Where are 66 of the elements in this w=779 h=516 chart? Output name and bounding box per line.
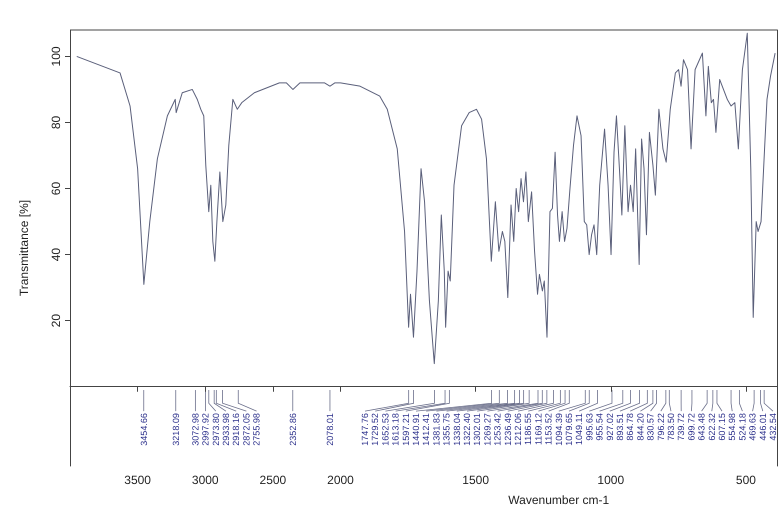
x-tick-label: 1500	[462, 473, 490, 487]
annotation: 2918.16	[231, 413, 242, 446]
annotation: 1186.55	[523, 413, 534, 446]
annotation: 2872.05	[241, 413, 252, 446]
annotation: 432.54	[768, 413, 778, 441]
annotation: 864.78	[625, 413, 636, 441]
annotation: 699.72	[686, 413, 696, 441]
annotation: 995.63	[584, 413, 594, 441]
x-tick-label: 3500	[124, 473, 152, 487]
annotation: 3218.09	[170, 413, 181, 446]
annotation: 955.54	[594, 413, 605, 441]
annotation: 893.51	[615, 413, 625, 441]
annotation: 1613.18	[390, 413, 401, 446]
annotation: 1338.04	[452, 413, 462, 446]
x-tick-label: 1000	[597, 473, 624, 487]
x-tick-label: 500	[736, 473, 756, 487]
annotation: 643.48	[696, 413, 707, 441]
annotation: 2755.98	[252, 413, 262, 446]
y-tick-label: 20	[49, 314, 63, 328]
annotation: 1729.52	[370, 413, 380, 446]
x-tick-label: 2000	[327, 473, 354, 487]
annotation: 446.01	[758, 413, 768, 441]
annotation: 1440.91	[411, 413, 421, 446]
annotation: 1597.21	[400, 413, 411, 446]
annotation: 1269.27	[482, 413, 492, 446]
annotation: 739.72	[676, 413, 686, 441]
annotation: 622.32	[706, 413, 717, 441]
annotation: 2933.98	[220, 413, 231, 446]
annotation: 783.50	[666, 413, 676, 441]
annotation: 1153.52	[544, 413, 554, 446]
annotation: 1253.42	[492, 413, 503, 446]
annotation: 844.20	[635, 413, 646, 441]
annotation: 1212.06	[513, 413, 523, 446]
annotation: 1079.65	[564, 413, 574, 446]
annotation: 1236.49	[502, 413, 513, 446]
annotation: 927.02	[604, 413, 615, 441]
x-tick-label: 3000	[192, 473, 219, 487]
annotation: 1302.01	[472, 413, 482, 446]
annotation: 524.18	[737, 413, 748, 441]
annotation: 3072.98	[190, 413, 200, 446]
annotation: 2352.86	[288, 413, 298, 446]
annotation: 796.22	[656, 413, 666, 441]
annotation: 2973.80	[210, 413, 221, 446]
annotation: 2997.92	[200, 413, 211, 446]
annotation: 1094.39	[554, 413, 564, 446]
y-tick-label: 60	[49, 182, 63, 196]
annotation: 1652.53	[380, 413, 390, 446]
x-tick-label: 2500	[260, 473, 287, 487]
annotation: 607.15	[717, 413, 727, 441]
annotation: 1412.41	[421, 413, 432, 446]
annotation: 3454.66	[138, 413, 149, 446]
y-axis-title: Transmittance [%]	[17, 200, 31, 296]
annotation: 1381.83	[431, 413, 442, 446]
annotation: 1322.40	[462, 413, 472, 446]
annotation: 469.63	[748, 413, 758, 441]
annotation: 554.98	[727, 413, 738, 441]
annotation: 1355.75	[442, 413, 452, 446]
y-tick-label: 40	[49, 248, 63, 262]
annotation: 830.57	[646, 413, 656, 441]
annotation: 1169.12	[533, 413, 544, 446]
y-tick-label: 80	[49, 115, 63, 130]
annotation: 2078.01	[324, 413, 335, 446]
annotation: 1747.76	[360, 413, 370, 446]
annotation: 1049.11	[574, 413, 584, 446]
x-axis-title: Wavenumber cm-1	[508, 493, 610, 507]
y-tick-label: 100	[49, 46, 63, 66]
